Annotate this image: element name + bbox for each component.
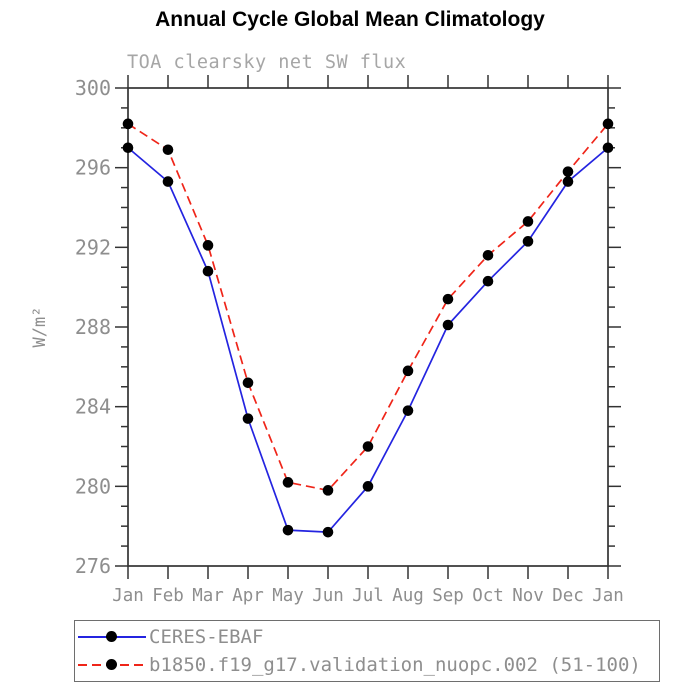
x-tick-label: Sep	[432, 586, 464, 606]
data-point-0	[322, 526, 334, 538]
data-point-1	[242, 377, 254, 389]
data-point-0	[482, 275, 494, 287]
y-tick-label: 284	[75, 395, 111, 419]
legend-sample-dashed	[78, 659, 146, 671]
legend-row-model: b1850.f19_g17.validation_nuopc.002 (51-1…	[75, 651, 659, 679]
x-tick-label: Jan	[112, 586, 144, 606]
legend-row-ceres: CERES-EBAF	[75, 623, 659, 651]
data-point-1	[522, 216, 534, 227]
data-point-1	[122, 118, 134, 130]
legend-marker-dot-icon	[106, 659, 117, 670]
data-point-1	[562, 166, 574, 177]
data-point-0	[562, 176, 574, 187]
data-point-1	[282, 477, 294, 488]
data-point-1	[402, 365, 414, 377]
legend-label-model: b1850.f19_g17.validation_nuopc.002 (51-1…	[149, 654, 641, 676]
x-tick-label: Nov	[512, 586, 544, 606]
legend-marker-dot-icon	[106, 631, 117, 642]
data-point-0	[602, 142, 614, 154]
x-tick-label: May	[272, 586, 304, 606]
x-tick-label: Aug	[392, 586, 424, 606]
data-point-1	[362, 441, 374, 452]
legend-box: CERES-EBAF b1850.f19_g17.validation_nuop…	[74, 620, 660, 682]
y-tick-label: 280	[75, 474, 111, 498]
data-point-0	[202, 265, 214, 277]
x-tick-label: Oct	[472, 586, 504, 606]
series-line-0	[127, 147, 609, 534]
data-point-0	[522, 236, 534, 247]
y-tick-label: 300	[75, 76, 111, 100]
data-point-1	[162, 144, 174, 156]
data-point-1	[482, 250, 494, 261]
data-point-1	[442, 293, 454, 305]
data-point-0	[402, 405, 414, 416]
y-tick-label: 292	[75, 235, 111, 259]
data-point-1	[202, 240, 214, 251]
x-tick-label: Jul	[352, 586, 384, 606]
data-point-0	[242, 413, 254, 424]
legend-label-ceres: CERES-EBAF	[149, 626, 264, 648]
plot-area: 276 280 284 288 292 296 300 Jan Feb Mar Apr May Jun J…	[75, 75, 624, 606]
y-tick-label: 288	[75, 315, 111, 339]
x-tick-label: Dec	[552, 586, 584, 606]
series-line-1	[127, 123, 609, 492]
x-tick-label: Apr	[232, 586, 264, 606]
data-point-0	[442, 319, 454, 331]
data-point-1	[322, 485, 334, 496]
x-tick-label: Feb	[152, 586, 184, 606]
legend-sample-solid	[78, 631, 146, 643]
data-point-1	[602, 118, 614, 130]
plot-box	[127, 87, 609, 567]
chart-title: Annual Cycle Global Mean Climatology	[155, 8, 545, 31]
x-tick-label: Jun	[312, 586, 344, 606]
x-tick-label: Jan	[592, 586, 624, 606]
chart-subtitle: TOA clearsky net SW flux	[127, 52, 407, 73]
data-point-0	[162, 176, 174, 187]
data-point-0	[282, 524, 294, 536]
data-point-0	[122, 142, 134, 154]
x-tick-label: Mar	[192, 586, 224, 606]
y-tick-label: 296	[75, 156, 111, 180]
data-point-0	[362, 481, 374, 492]
y-tick-label: 276	[75, 554, 111, 578]
